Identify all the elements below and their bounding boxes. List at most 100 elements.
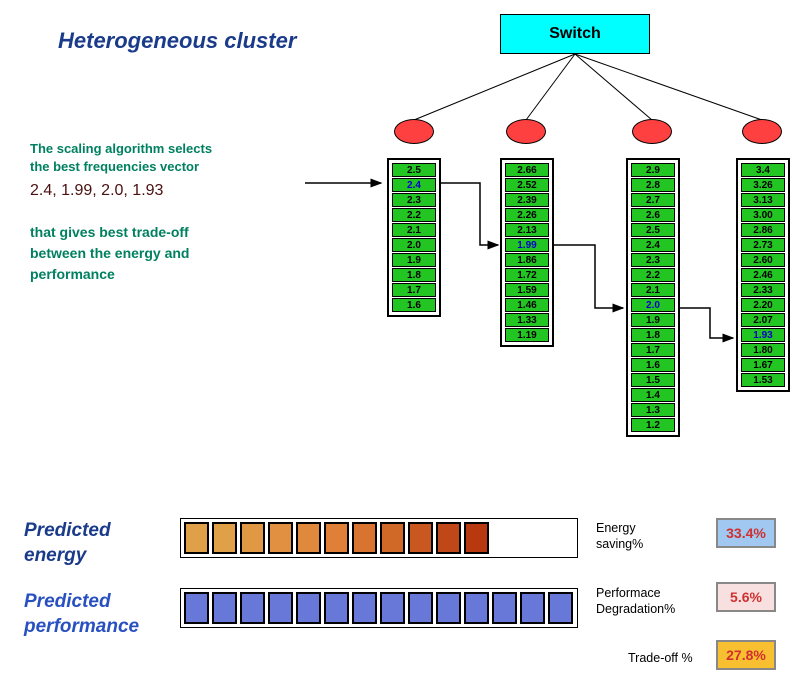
freq-cell: 2.20 [741,298,785,312]
freq-cell: 2.2 [631,268,675,282]
perf-bar [464,592,489,624]
energy-bar [436,522,461,554]
energy-label-2: energy [24,544,111,569]
freq-cell: 2.1 [392,223,436,237]
freq-cell: 2.0 [631,298,675,312]
freq-cell: 2.3 [631,253,675,267]
desc2-line2: between the energy and [30,243,189,264]
energy-bar [240,522,265,554]
freq-cell: 2.66 [505,163,549,177]
freq-cell: 2.6 [631,208,675,222]
predicted-energy-meter [180,518,578,558]
energy-bar [268,522,293,554]
perf-bar [380,592,405,624]
freq-cell: 2.39 [505,193,549,207]
energy-saving-value: 33.4% [716,518,776,548]
switch-label: Switch [549,25,601,43]
cluster-node-1 [506,119,546,144]
perf-bar [240,592,265,624]
freq-column-0: 2.52.42.32.22.12.01.91.81.71.6 [387,158,441,317]
cluster-node-3 [742,119,782,144]
es-l1: Energy [596,520,643,536]
freq-cell: 3.00 [741,208,785,222]
to-l1: Trade-off % [628,650,693,666]
pd-l2: Degradation% [596,601,675,617]
freq-cell: 2.2 [392,208,436,222]
freq-cell: 2.9 [631,163,675,177]
energy-bar [408,522,433,554]
description-2: that gives best trade-off between the en… [30,222,189,285]
freq-cell: 1.2 [631,418,675,432]
energy-bar [352,522,377,554]
predicted-performance-meter [180,588,578,628]
energy-label-1: Predicted [24,519,111,544]
freq-cell: 1.53 [741,373,785,387]
freq-cell: 2.07 [741,313,785,327]
perf-label-2: performance [24,615,139,640]
freq-cell: 1.8 [392,268,436,282]
perf-bar [268,592,293,624]
desc2-line1: that gives best trade-off [30,222,189,243]
freq-cell: 2.0 [392,238,436,252]
freq-cell: 2.26 [505,208,549,222]
frequency-vector: 2.4, 1.99, 2.0, 1.93 [30,182,163,200]
perf-bar [296,592,321,624]
freq-cell: 2.5 [631,223,675,237]
energy-bar [324,522,349,554]
description-1: The scaling algorithm selects the best f… [30,140,212,176]
energy-saving-label: Energy saving% [596,520,643,553]
tradeoff-value: 27.8% [716,640,776,670]
freq-cell: 1.6 [631,358,675,372]
freq-cell: 1.9 [631,313,675,327]
freq-cell: 1.19 [505,328,549,342]
freq-cell: 2.33 [741,283,785,297]
freq-cell: 1.80 [741,343,785,357]
switch-box: Switch [500,14,650,54]
perf-bar [548,592,573,624]
predicted-energy-label: Predicted energy [24,519,111,568]
freq-cell: 2.4 [392,178,436,192]
freq-cell: 3.13 [741,193,785,207]
energy-bar [464,522,489,554]
freq-cell: 2.1 [631,283,675,297]
energy-bar [184,522,209,554]
predicted-performance-label: Predicted performance [24,590,139,639]
freq-cell: 2.46 [741,268,785,282]
freq-cell: 1.46 [505,298,549,312]
freq-cell: 1.99 [505,238,549,252]
freq-column-3: 3.43.263.133.002.862.732.602.462.332.202… [736,158,790,392]
freq-cell: 1.4 [631,388,675,402]
freq-cell: 1.86 [505,253,549,267]
energy-bar [380,522,405,554]
desc1-line1: The scaling algorithm selects [30,140,212,158]
freq-cell: 2.73 [741,238,785,252]
perf-bar [408,592,433,624]
freq-cell: 1.67 [741,358,785,372]
freq-cell: 1.93 [741,328,785,342]
freq-cell: 1.33 [505,313,549,327]
freq-cell: 3.26 [741,178,785,192]
perf-bar [492,592,517,624]
perf-bar [436,592,461,624]
freq-cell: 2.3 [392,193,436,207]
perf-bar [212,592,237,624]
freq-cell: 1.59 [505,283,549,297]
freq-cell: 1.9 [392,253,436,267]
perf-degradation-label: Performace Degradation% [596,585,675,618]
perf-bar [520,592,545,624]
perf-bar [324,592,349,624]
freq-cell: 2.52 [505,178,549,192]
es-l2: saving% [596,536,643,552]
freq-cell: 2.7 [631,193,675,207]
cluster-node-2 [632,119,672,144]
tradeoff-label: Trade-off % [628,650,693,666]
perf-degradation-value: 5.6% [716,582,776,612]
freq-cell: 2.13 [505,223,549,237]
perf-bar [184,592,209,624]
freq-column-2: 2.92.82.72.62.52.42.32.22.12.01.91.81.71… [626,158,680,437]
freq-cell: 1.5 [631,373,675,387]
freq-cell: 3.4 [741,163,785,177]
freq-cell: 2.4 [631,238,675,252]
freq-cell: 1.3 [631,403,675,417]
freq-cell: 1.6 [392,298,436,312]
